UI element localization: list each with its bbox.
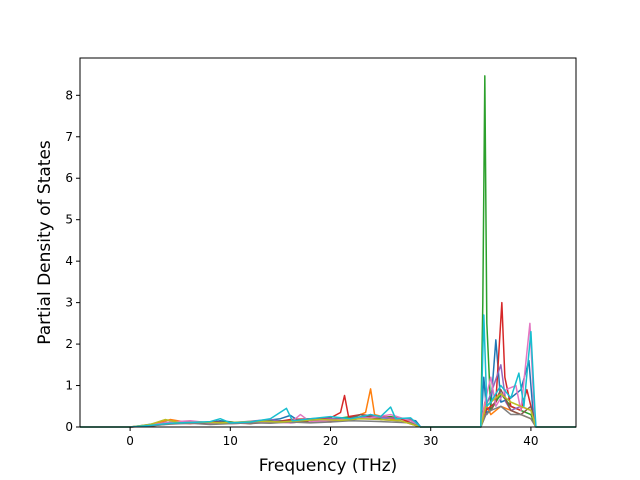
y-tick-label: 2	[65, 337, 73, 351]
y-axis-ticks: 0 1 2 3 4 5 6 7 8	[65, 88, 80, 434]
x-axis-ticks: 0 10 20 30 40	[126, 427, 539, 448]
x-tick-label: 10	[223, 434, 238, 448]
y-tick-label: 7	[65, 130, 73, 144]
series-line-10	[80, 314, 576, 428]
y-tick-label: 1	[65, 379, 73, 393]
x-tick-label: 30	[423, 434, 438, 448]
series-line-8	[80, 405, 576, 428]
y-tick-label: 4	[65, 254, 73, 268]
y-tick-label: 8	[65, 88, 73, 102]
y-tick-label: 0	[65, 420, 73, 434]
y-tick-label: 3	[65, 296, 73, 310]
plot-frame	[79, 57, 577, 428]
x-tick-label: 40	[523, 434, 538, 448]
x-tick-label: 0	[126, 434, 134, 448]
series-layer	[80, 75, 576, 428]
x-tick-label: 20	[323, 434, 338, 448]
y-tick-label: 5	[65, 213, 73, 227]
y-tick-label: 6	[65, 171, 73, 185]
y-axis-label: Partial Density of States	[35, 140, 55, 345]
x-axis-label: Frequency (THz)	[259, 456, 398, 476]
